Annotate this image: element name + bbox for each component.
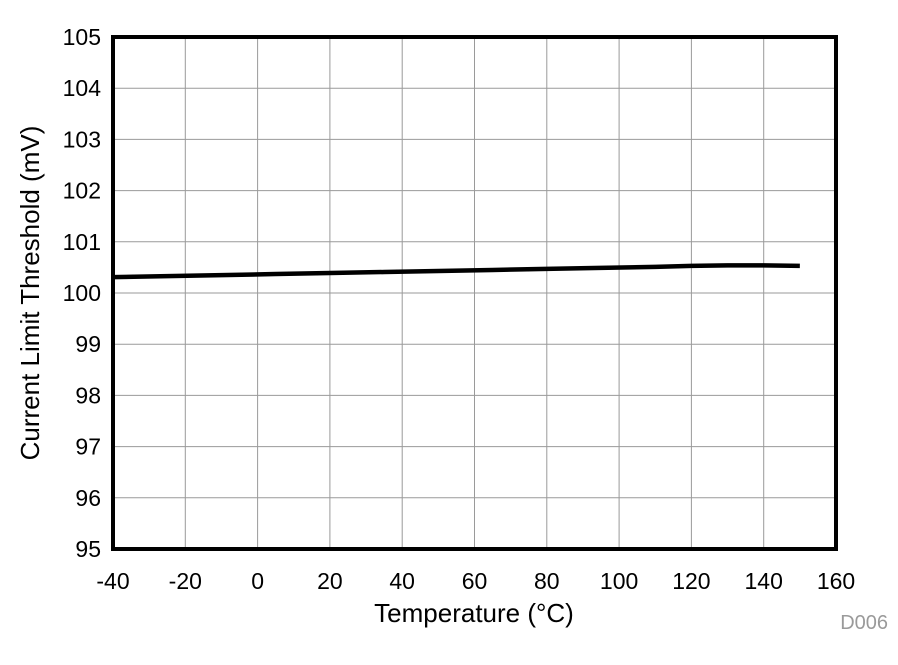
x-tick-label: 20: [317, 568, 343, 594]
y-tick-label: 104: [63, 75, 102, 101]
y-tick-labels: 95 96 97 98 99 100 101 102 103 104 105: [63, 24, 102, 562]
x-tick-label: -40: [96, 568, 129, 594]
x-tick-label: -20: [169, 568, 202, 594]
y-tick-label: 97: [75, 434, 101, 460]
plot-frame: [111, 35, 838, 551]
y-tick-label: 98: [75, 382, 101, 408]
gridlines: [112, 36, 837, 550]
y-tick-label: 100: [63, 280, 101, 306]
y-tick-label: 102: [63, 178, 101, 204]
x-tick-label: 0: [251, 568, 264, 594]
x-tick-label: 120: [672, 568, 710, 594]
y-tick-label: 95: [75, 536, 101, 562]
y-tick-label: 103: [63, 126, 101, 152]
x-tick-label: 160: [817, 568, 855, 594]
x-tick-label: 60: [462, 568, 488, 594]
series-line-current-limit-threshold: [112, 263, 800, 280]
x-axis-title: Temperature (°C): [374, 598, 574, 628]
y-tick-label: 96: [75, 485, 101, 511]
y-tick-label: 99: [75, 331, 101, 357]
y-tick-label: 105: [63, 24, 101, 50]
data-series: [112, 263, 800, 280]
figure-id-label: D006: [840, 612, 888, 634]
x-tick-labels: -40 -20 0 20 40 60 80 100 120 140 160: [96, 568, 855, 594]
x-tick-label: 40: [389, 568, 415, 594]
x-tick-label: 100: [600, 568, 638, 594]
y-tick-label: 101: [63, 229, 101, 255]
x-tick-label: 140: [745, 568, 783, 594]
x-tick-label: 80: [534, 568, 560, 594]
y-axis-title: Current Limit Threshold (mV): [15, 125, 45, 461]
